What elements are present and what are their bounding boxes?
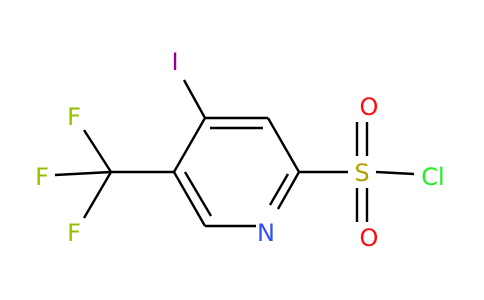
atom-label: F: [35, 163, 49, 191]
bond: [182, 79, 207, 119]
atom-label: Cl: [421, 163, 444, 191]
bond: [82, 129, 113, 173]
bond: [266, 117, 301, 173]
atom-label: O: [360, 93, 379, 121]
bond: [82, 171, 113, 219]
atom-label: S: [354, 159, 369, 187]
bonds: [54, 79, 415, 228]
atom-label: O: [360, 224, 379, 252]
atom-label: F: [67, 219, 81, 247]
atom-label: N: [257, 219, 275, 247]
bond: [268, 173, 290, 206]
bond: [54, 170, 112, 177]
atom-label: F: [67, 103, 81, 131]
bond: [172, 171, 207, 227]
bond: [183, 171, 213, 217]
bond: [276, 171, 301, 210]
bond: [172, 117, 207, 173]
atom-label: I: [171, 48, 178, 76]
bond: [375, 170, 415, 176]
